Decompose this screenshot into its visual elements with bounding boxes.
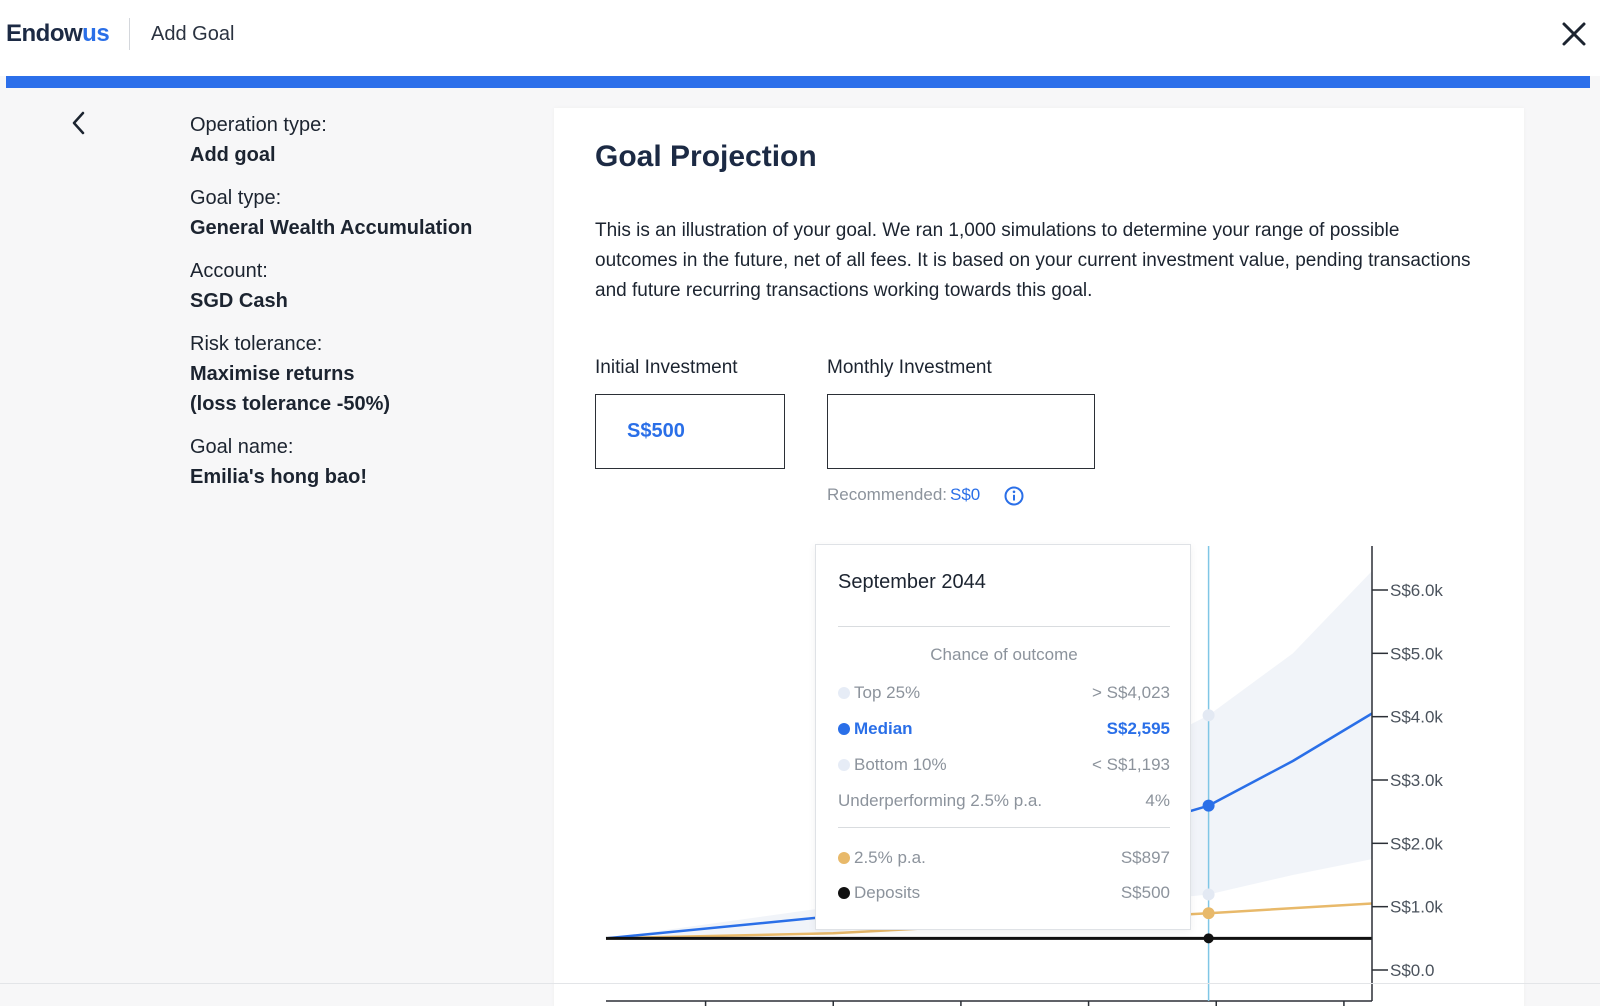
bottom-10-dot-icon [838,759,850,771]
tooltip-row-top-25: Top 25% > S$4,023 [838,681,1170,705]
goal-summary: Operation type: Add goal Goal type: Gene… [190,110,530,505]
footer-divider [0,983,1600,984]
summary-account: Account: SGD Cash [190,260,288,312]
top-bar: Endowus Add Goal [0,0,1600,76]
tooltip-row-median: Median S$2,595 [838,717,1170,741]
header-divider [129,18,130,50]
summary-goal-type: Goal type: General Wealth Accumulation [190,187,473,239]
tooltip-heading: Chance of outcome [930,645,1078,664]
monthly-investment-label: Monthly Investment [827,357,992,378]
tooltip-row-bottom-10: Bottom 10% < S$1,193 [838,753,1170,777]
tooltip-row-deposits: Deposits S$500 [838,881,1170,905]
page-title: Add Goal [151,23,235,45]
summary-risk-tolerance: Risk tolerance: Maximise returns (loss t… [190,333,391,415]
initial-investment-input[interactable]: S$500 [595,394,785,469]
recommended-hint: Recommended: S$0 [827,485,981,504]
tooltip-row-rate: 2.5% p.a. S$897 [838,846,1170,870]
initial-investment-label: Initial Investment [595,357,738,378]
progress-bar [6,76,1590,88]
back-arrow-icon[interactable] [66,110,92,136]
tooltip-divider-2 [838,827,1170,828]
tooltip-divider [838,626,1170,627]
close-icon[interactable] [1560,20,1588,48]
summary-operation-type: Operation type: Add goal [190,114,327,166]
card-title: Goal Projection [595,140,817,173]
info-icon[interactable] [1004,486,1024,506]
summary-goal-name: Goal name: Emilia's hong bao! [190,436,367,488]
tooltip-date: September 2044 [838,571,986,593]
endowus-logo[interactable]: Endowus [6,20,110,47]
tooltip-row-underperforming: Underperforming 2.5% p.a. 4% [838,791,1170,810]
rate-dot-icon [838,852,850,864]
deposits-dot-icon [838,887,850,899]
projection-description: This is an illustration of your goal. We… [595,220,1471,301]
median-dot-icon [838,723,850,735]
chart-tooltip: September 2044 Chance of outcome Top 25%… [815,544,1191,930]
monthly-investment-input[interactable] [827,394,1095,469]
top-25-dot-icon [838,687,850,699]
